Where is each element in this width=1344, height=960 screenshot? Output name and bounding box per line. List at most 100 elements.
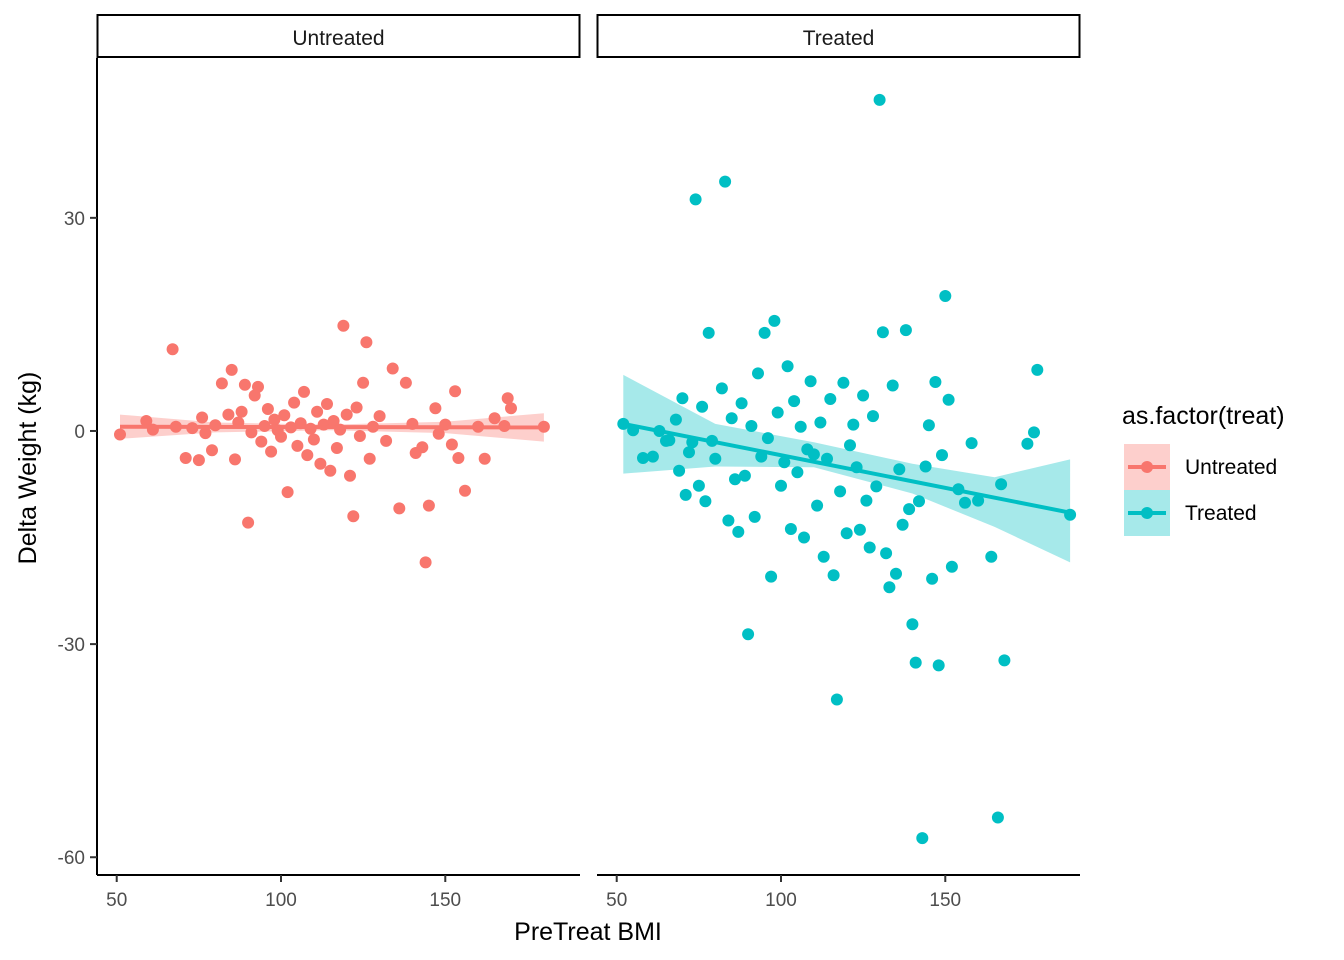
data-point [179,452,192,464]
x-tick-label: 50 [106,890,127,911]
data-point [238,378,251,391]
data-point [863,541,876,554]
data-point [702,326,715,339]
data-point [886,379,899,392]
data-point [327,415,340,427]
data-point [929,376,942,388]
data-point [781,360,794,373]
data-point [646,450,659,463]
data-point [758,326,771,339]
data-point [245,426,258,439]
legend-title: as.factor(treat) [1122,402,1285,430]
data-point [140,415,153,427]
data-point [857,389,870,402]
data-point [281,486,294,499]
data-point [459,484,471,497]
data-point [791,466,804,479]
data-point [775,479,787,492]
data-point [909,656,922,669]
data-point [199,427,212,440]
data-point [192,454,205,467]
data-point [215,377,228,390]
y-tick-label: -60 [58,848,85,869]
data-point [673,464,686,477]
x-tick-label: 50 [606,890,627,911]
data-point [353,430,366,442]
data-point [972,494,985,507]
data-point [324,464,337,477]
data-point [932,659,945,672]
data-point [998,654,1011,667]
data-point [692,479,705,492]
data-point [853,523,866,536]
data-point [765,570,778,583]
data-point [899,324,912,337]
data-point [242,516,255,529]
trend-line [119,424,544,430]
data-point [965,437,978,450]
legend-entry-untreated: Untreated [1124,444,1277,490]
y-axis-label: Delta Weight (kg) [14,372,42,565]
data-point [278,409,291,422]
legend-label: Treated [1185,502,1257,525]
data-point [114,428,126,441]
panel-untreated: Untreated 50 100 150 [96,14,581,911]
data-point [906,618,919,631]
data-point [363,452,376,465]
data-point [235,405,248,418]
legend-key-point [1141,461,1153,473]
data-point [784,523,797,535]
data-point [288,396,301,409]
data-point [768,314,781,327]
data-point [679,488,692,501]
data-point [488,412,501,425]
panel-treated: Treated 50 100 150 [596,14,1081,911]
data-point [386,362,399,375]
y-tick-label: -30 [58,635,85,656]
facet-strip [96,14,581,58]
data-point [752,367,764,380]
data-point [830,693,843,706]
data-point [876,326,889,339]
data-point [291,439,304,452]
data-point [275,430,287,443]
x-axis-label: PreTreat BMI [514,918,662,946]
data-point [340,408,353,421]
panels: Untreated 50 100 150 Treated 50 100 150 -60 -30 0 3… [58,14,1081,911]
data-point [311,405,324,418]
data-point [1031,363,1044,376]
data-point [1021,437,1034,450]
data-point [393,502,406,515]
data-point [834,485,847,498]
data-point [452,452,465,464]
data-point [817,550,830,563]
facet-strip-label: Treated [803,27,875,50]
y-tick-label: 0 [74,422,85,443]
data-point [804,375,817,388]
data-point [357,376,370,389]
data-point [870,480,883,493]
data-point [847,418,860,431]
data-point [794,420,807,433]
data-point [689,193,702,206]
legend-label: Untreated [1185,456,1277,479]
data-point [709,452,722,465]
trend-line [622,421,1071,515]
data-point [722,514,735,527]
data-point [735,397,748,410]
data-point [350,401,363,414]
data-point [699,495,712,508]
data-point [827,569,840,582]
data-point [922,419,935,432]
data-point [314,457,327,470]
data-point [985,550,998,563]
data-point [814,416,827,429]
data-point [344,469,356,482]
x-tick-label: 100 [765,890,797,911]
data-point [399,376,412,389]
data-point [321,398,333,410]
data-point [478,452,491,465]
data-point [945,560,958,573]
data-point [637,452,649,464]
